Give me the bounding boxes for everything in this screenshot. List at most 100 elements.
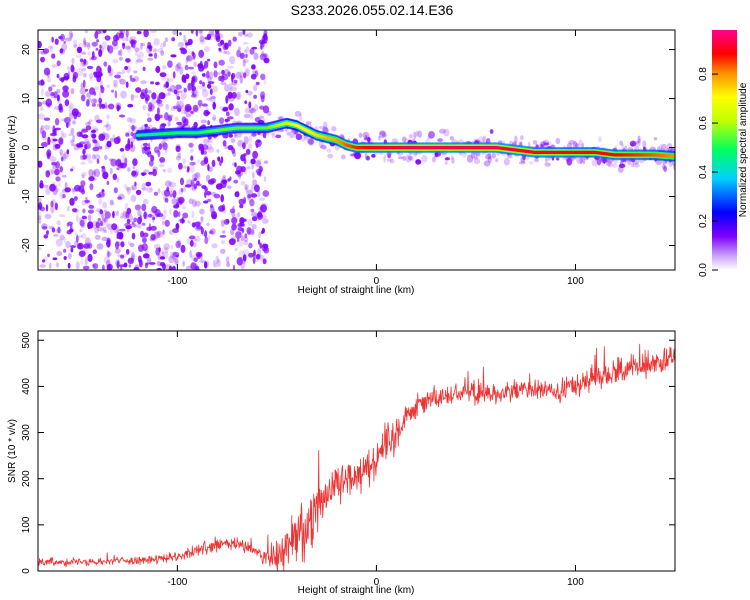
noise-blob [83, 138, 90, 145]
noise-blob [102, 30, 107, 34]
noise-blob [514, 135, 518, 144]
noise-blob [194, 171, 201, 178]
noise-blob [243, 59, 249, 63]
noise-blob [109, 137, 114, 143]
noise-blob [132, 158, 138, 167]
noise-blob [140, 89, 147, 97]
noise-blob [115, 32, 121, 41]
noise-blob [243, 41, 249, 45]
noise-blob [238, 198, 245, 205]
noise-blob [168, 255, 175, 264]
noise-blob [53, 185, 58, 189]
noise-blob [190, 30, 194, 34]
noise-blob [216, 71, 222, 75]
noise-blob [116, 229, 119, 234]
noise-blob [224, 144, 228, 150]
noise-blob [228, 103, 234, 111]
noise-blob [182, 260, 185, 267]
noise-blob [94, 168, 100, 178]
noise-blob [209, 71, 214, 80]
noise-blob [76, 243, 82, 250]
noise-blob [207, 146, 215, 153]
noise-blob [80, 249, 87, 256]
noise-blob [40, 125, 45, 130]
noise-blob [116, 176, 120, 183]
noise-blob [260, 73, 266, 81]
noise-blob [466, 154, 474, 163]
noise-blob [578, 139, 583, 148]
noise-blob [205, 191, 212, 196]
noise-blob [164, 112, 169, 121]
noise-blob [235, 231, 242, 239]
noise-blob [54, 202, 59, 211]
noise-blob [239, 204, 244, 209]
noise-blob [72, 134, 75, 142]
noise-blob [244, 184, 250, 190]
noise-blob [170, 245, 174, 250]
noise-blob [185, 73, 190, 80]
noise-blob [145, 181, 152, 187]
y-tick-label: 200 [21, 470, 32, 487]
noise-blob [576, 157, 584, 165]
noise-blob [133, 217, 138, 223]
noise-blob [59, 234, 65, 241]
noise-blob [157, 107, 160, 114]
noise-blob [167, 77, 174, 82]
noise-blob [70, 64, 75, 73]
noise-blob [38, 215, 42, 220]
noise-blob [235, 71, 242, 79]
noise-blob [227, 65, 234, 69]
noise-blob [60, 33, 65, 42]
noise-blob [78, 43, 84, 48]
noise-blob [189, 235, 196, 240]
noise-blob [71, 120, 77, 125]
noise-blob [136, 58, 144, 63]
noise-blob [473, 156, 478, 160]
noise-blob [73, 39, 78, 44]
noise-blob [295, 133, 302, 141]
noise-blob [113, 187, 118, 194]
noise-blob [117, 196, 122, 200]
noise-blob [101, 188, 106, 198]
noise-blob [143, 169, 150, 173]
noise-blob [125, 45, 131, 50]
noise-blob [38, 197, 42, 203]
noise-blob [402, 155, 407, 161]
noise-blob [547, 157, 551, 161]
noise-blob [253, 84, 258, 92]
noise-blob [116, 71, 122, 75]
noise-blob [386, 158, 392, 162]
noise-blob [217, 156, 221, 162]
noise-blob [192, 161, 197, 165]
noise-blob [185, 106, 192, 111]
noise-blob [129, 186, 135, 191]
noise-blob [199, 39, 206, 45]
noise-blob [42, 48, 50, 54]
noise-blob [121, 69, 125, 75]
noise-blob [407, 155, 413, 161]
noise-blob [79, 228, 83, 233]
noise-blob [152, 168, 158, 177]
noise-blob [57, 226, 61, 234]
noise-blob [141, 146, 145, 154]
noise-blob [112, 210, 118, 217]
noise-blob [160, 42, 164, 50]
noise-blob [174, 257, 179, 265]
noise-blob [254, 184, 260, 193]
noise-blob [119, 264, 126, 268]
noise-blob [180, 48, 188, 55]
noise-blob [107, 65, 112, 74]
noise-blob [154, 52, 158, 59]
noise-blob [262, 258, 267, 265]
noise-blob [125, 186, 130, 192]
noise-blob [193, 257, 198, 263]
noise-blob [74, 232, 79, 237]
noise-blob [164, 197, 169, 203]
noise-blob [137, 54, 140, 60]
noise-blob [85, 121, 91, 127]
noise-blob [52, 138, 58, 142]
noise-blob [49, 156, 57, 163]
noise-blob [218, 75, 222, 82]
noise-blob [271, 132, 275, 138]
noise-blob [138, 244, 144, 252]
